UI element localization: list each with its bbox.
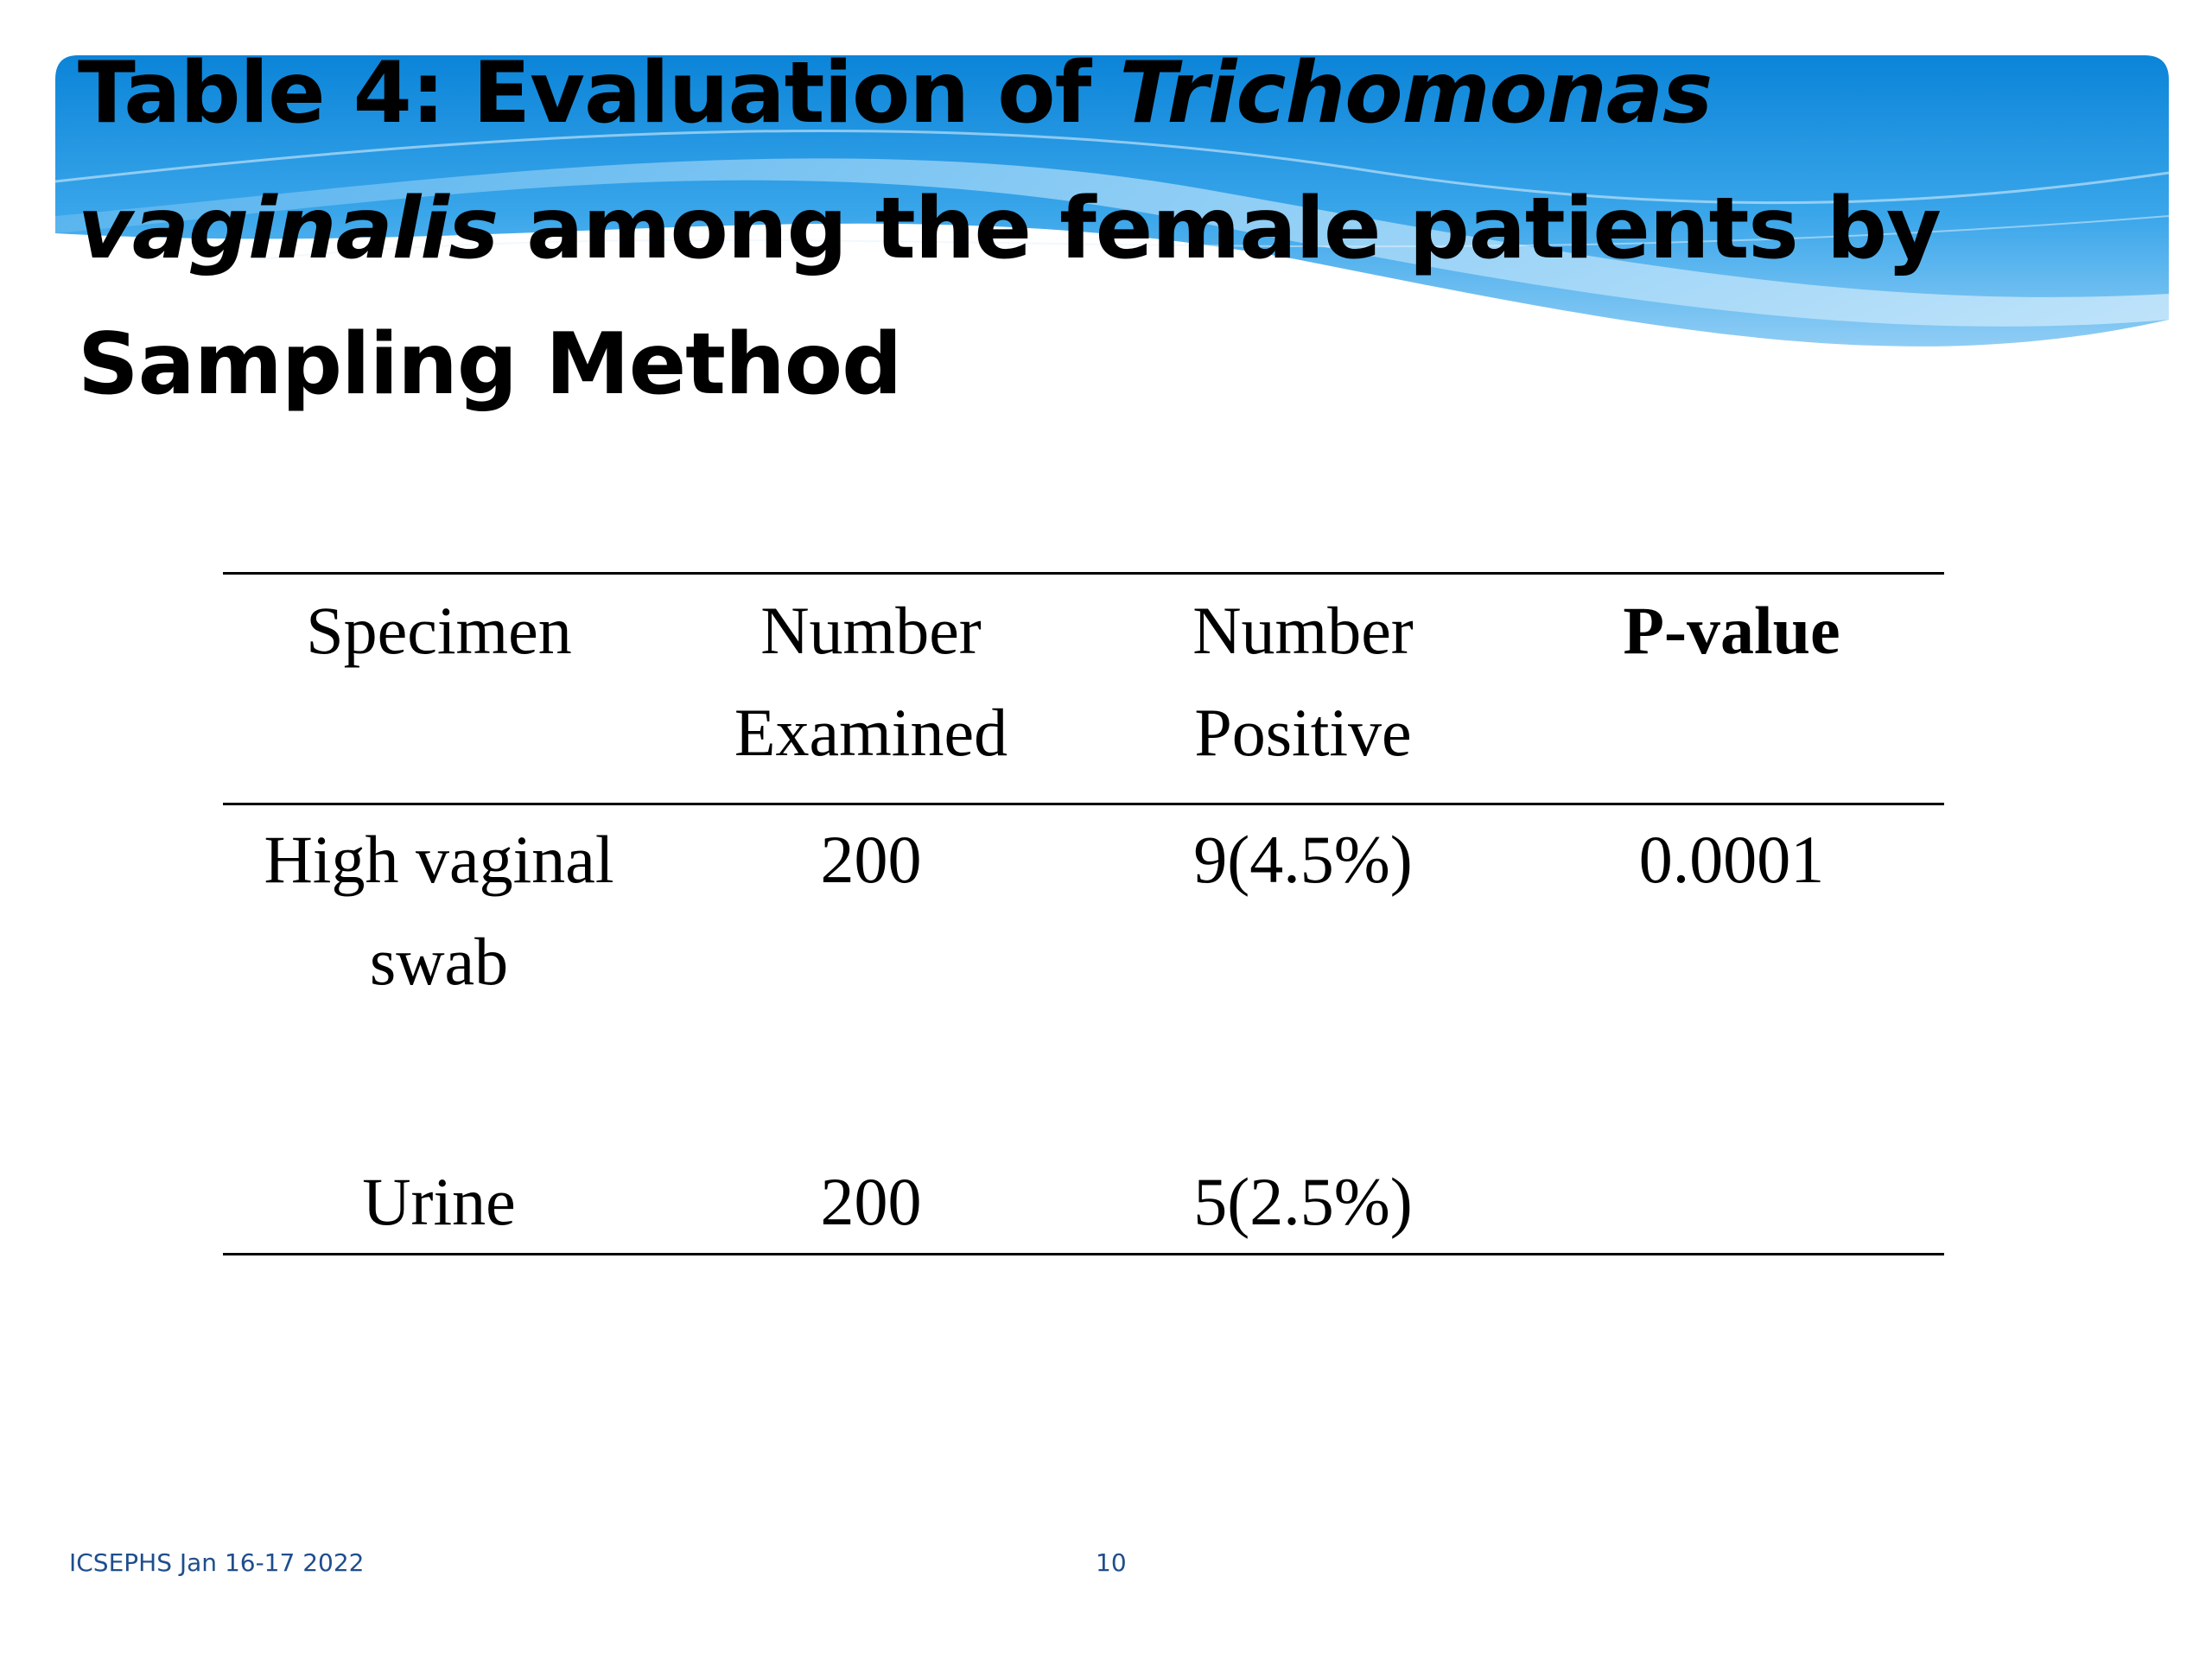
specimen-line2: swab [369, 924, 509, 999]
table-row: Urine 200 5(2.5%) [223, 1151, 1944, 1255]
cell-p-value: 0.0001 [1638, 822, 1825, 897]
header-specimen: Specimen [223, 574, 655, 804]
header-banner [54, 55, 2170, 346]
header-p-value: P-value [1519, 574, 1944, 804]
header-number-positive: Number Positive [1087, 574, 1519, 804]
title-text-1: Table 4: Evaluation of [78, 44, 1120, 143]
header-positive-line1: Number [1192, 593, 1414, 668]
specimen-line1: High vaginal [264, 822, 614, 897]
header-specimen-label: Specimen [306, 593, 572, 668]
banner-wave-line [54, 129, 2170, 205]
header-examined-line1: Number [760, 593, 982, 668]
footer-conference: ICSEPHS Jan 16-17 2022 [69, 1548, 365, 1577]
cell-examined: 200 [820, 1164, 922, 1239]
table-header-row: Specimen Number Examined Number Positive… [223, 573, 1944, 804]
footer-page-number: 10 [1096, 1548, 1127, 1577]
title-species-italic: Trichomonas vaginalis [78, 44, 1713, 278]
cell-specimen: High vaginal swab [223, 804, 655, 1152]
cell-positive: 9(4.5%) [1193, 822, 1413, 897]
title-text-2: among the female patients by Sampling Me… [78, 180, 1942, 414]
table-row: High vaginal swab 200 9(4.5%) 0.0001 [223, 804, 1944, 1152]
banner-wave [55, 158, 2169, 327]
banner-wave-line-2 [258, 215, 2170, 260]
cell-examined: 200 [820, 822, 922, 897]
results-table: Specimen Number Examined Number Positive… [223, 572, 1944, 1255]
cell-positive: 5(2.5%) [1193, 1164, 1413, 1239]
header-p-value-label: P-value [1623, 593, 1840, 668]
page-title: Table 4: Evaluation of Trichomonas vagin… [78, 26, 2065, 433]
header-number-examined: Number Examined [655, 574, 1087, 804]
header-positive-line2: Positive [1194, 695, 1412, 770]
cell-specimen: Urine [362, 1164, 516, 1239]
header-examined-line2: Examined [734, 695, 1008, 770]
